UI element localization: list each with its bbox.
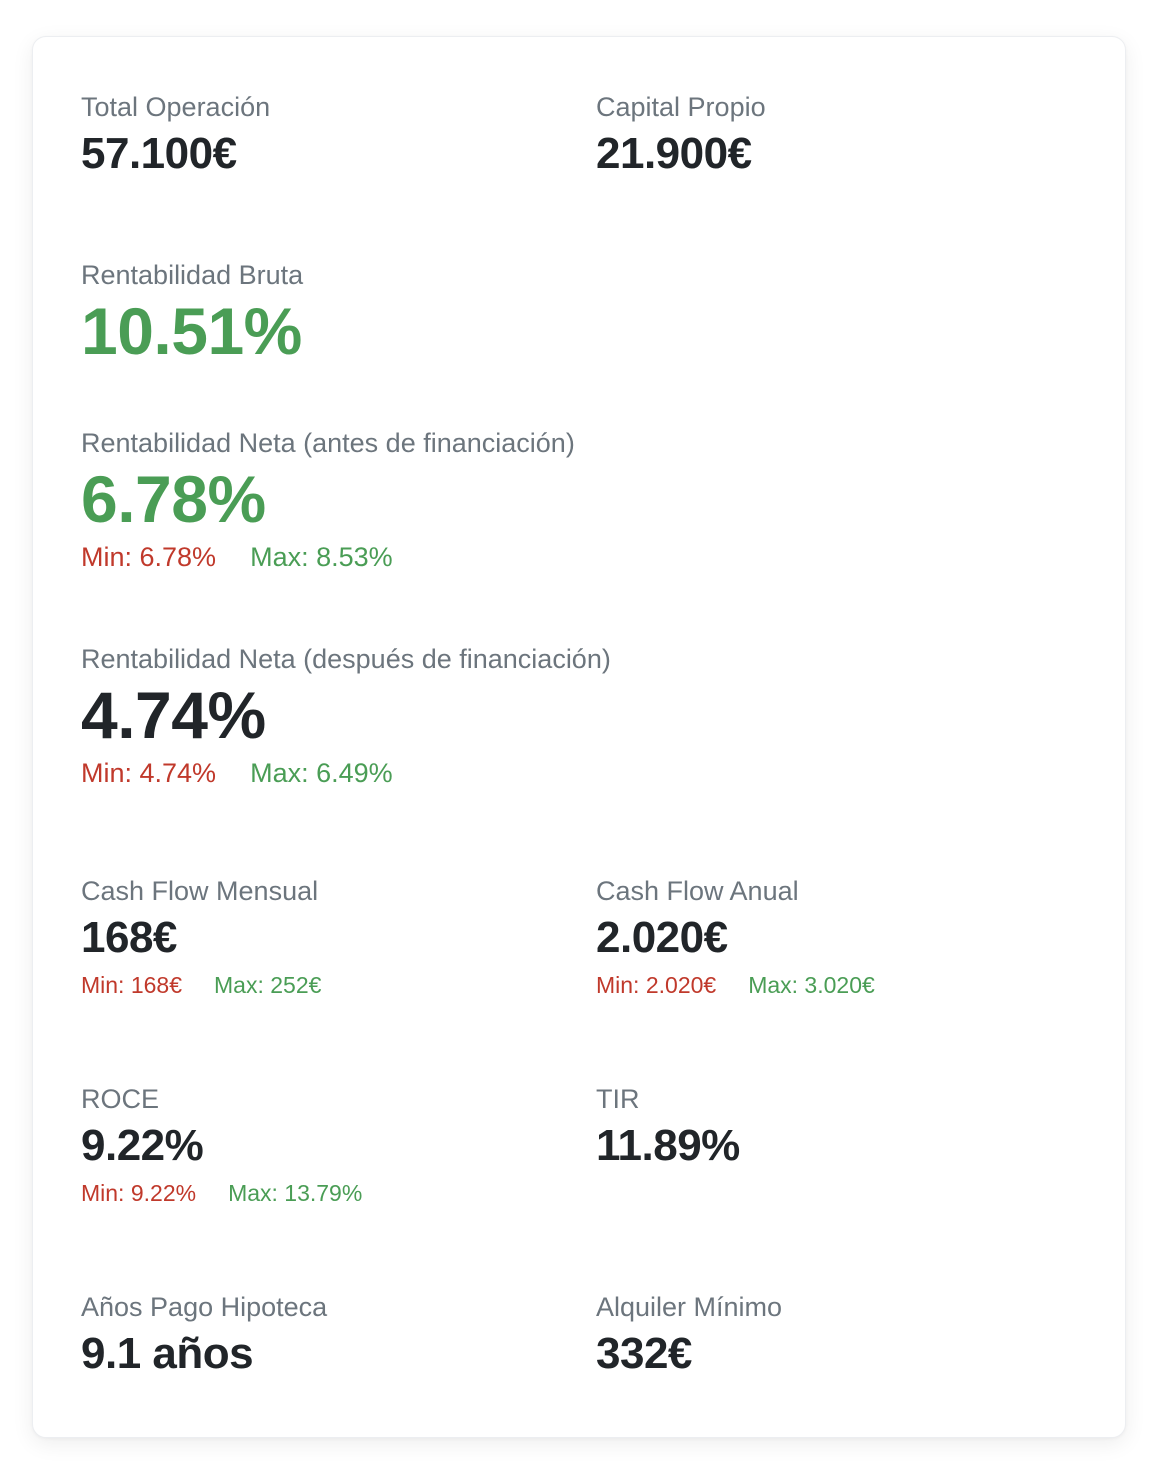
metric-label: Años Pago Hipoteca xyxy=(81,1292,328,1322)
metric-label: Alquiler Mínimo xyxy=(596,1292,783,1322)
metric-total-operacion: Total Operación 57.100€ xyxy=(81,91,270,181)
metric-value: 11.89% xyxy=(596,1121,740,1170)
metric-label: Total Operación xyxy=(81,92,271,122)
metric-value: 9.1 años xyxy=(81,1329,254,1378)
range-min: Min: 9.22% xyxy=(81,1180,197,1206)
range-max: Max: 8.53% xyxy=(250,542,393,572)
metric-label: Cash Flow Anual xyxy=(596,876,799,906)
metric-tir: TIR 11.89% xyxy=(596,1083,740,1173)
range-min: Min: 4.74% xyxy=(81,758,217,788)
metric-value: 9.22% xyxy=(81,1121,204,1170)
metric-value: 2.020€ xyxy=(596,913,728,962)
metric-roce: ROCE 9.22% Min: 9.22% Max: 13.79% xyxy=(81,1083,362,1207)
metric-rentabilidad-neta-despues: Rentabilidad Neta (después de financiaci… xyxy=(81,643,611,789)
metric-value: 10.51% xyxy=(81,294,302,368)
metric-label: Rentabilidad Bruta xyxy=(81,260,304,290)
metric-range: Min: 9.22% Max: 13.79% xyxy=(81,1179,362,1207)
metric-rentabilidad-neta-antes: Rentabilidad Neta (antes de financiación… xyxy=(81,427,575,573)
results-card: Total Operación 57.100€ Capital Propio 2… xyxy=(32,36,1126,1438)
metric-label: Rentabilidad Neta (antes de financiación… xyxy=(81,428,575,458)
metric-capital-propio: Capital Propio 21.900€ xyxy=(596,91,766,181)
metric-value: 4.74% xyxy=(81,678,266,752)
metric-range: Min: 4.74% Max: 6.49% xyxy=(81,757,611,789)
range-max: Max: 6.49% xyxy=(250,758,393,788)
metric-label: Capital Propio xyxy=(596,92,766,122)
range-max: Max: 3.020€ xyxy=(748,972,875,998)
range-min: Min: 6.78% xyxy=(81,542,217,572)
range-max: Max: 252€ xyxy=(214,972,322,998)
metric-cash-flow-anual: Cash Flow Anual 2.020€ Min: 2.020€ Max: … xyxy=(596,875,875,999)
metric-value: 168€ xyxy=(81,913,177,962)
metric-label: Cash Flow Mensual xyxy=(81,876,319,906)
range-max: Max: 13.79% xyxy=(228,1180,363,1206)
metric-value: 6.78% xyxy=(81,462,266,536)
metric-label: Rentabilidad Neta (después de financiaci… xyxy=(81,644,611,674)
metric-anos-pago-hipoteca: Años Pago Hipoteca 9.1 años xyxy=(81,1291,327,1381)
metric-label: TIR xyxy=(596,1084,640,1114)
metric-range: Min: 168€ Max: 252€ xyxy=(81,971,321,999)
metric-alquiler-minimo: Alquiler Mínimo 332€ xyxy=(596,1291,782,1381)
metric-value: 57.100€ xyxy=(81,129,237,178)
metric-cash-flow-mensual: Cash Flow Mensual 168€ Min: 168€ Max: 25… xyxy=(81,875,321,999)
metric-value: 21.900€ xyxy=(596,129,752,178)
range-min: Min: 2.020€ xyxy=(596,972,717,998)
metric-range: Min: 6.78% Max: 8.53% xyxy=(81,541,575,573)
metric-label: ROCE xyxy=(81,1084,160,1114)
range-min: Min: 168€ xyxy=(81,972,183,998)
metric-range: Min: 2.020€ Max: 3.020€ xyxy=(596,971,875,999)
metric-value: 332€ xyxy=(596,1329,692,1378)
metric-rentabilidad-bruta: Rentabilidad Bruta 10.51% xyxy=(81,259,303,369)
